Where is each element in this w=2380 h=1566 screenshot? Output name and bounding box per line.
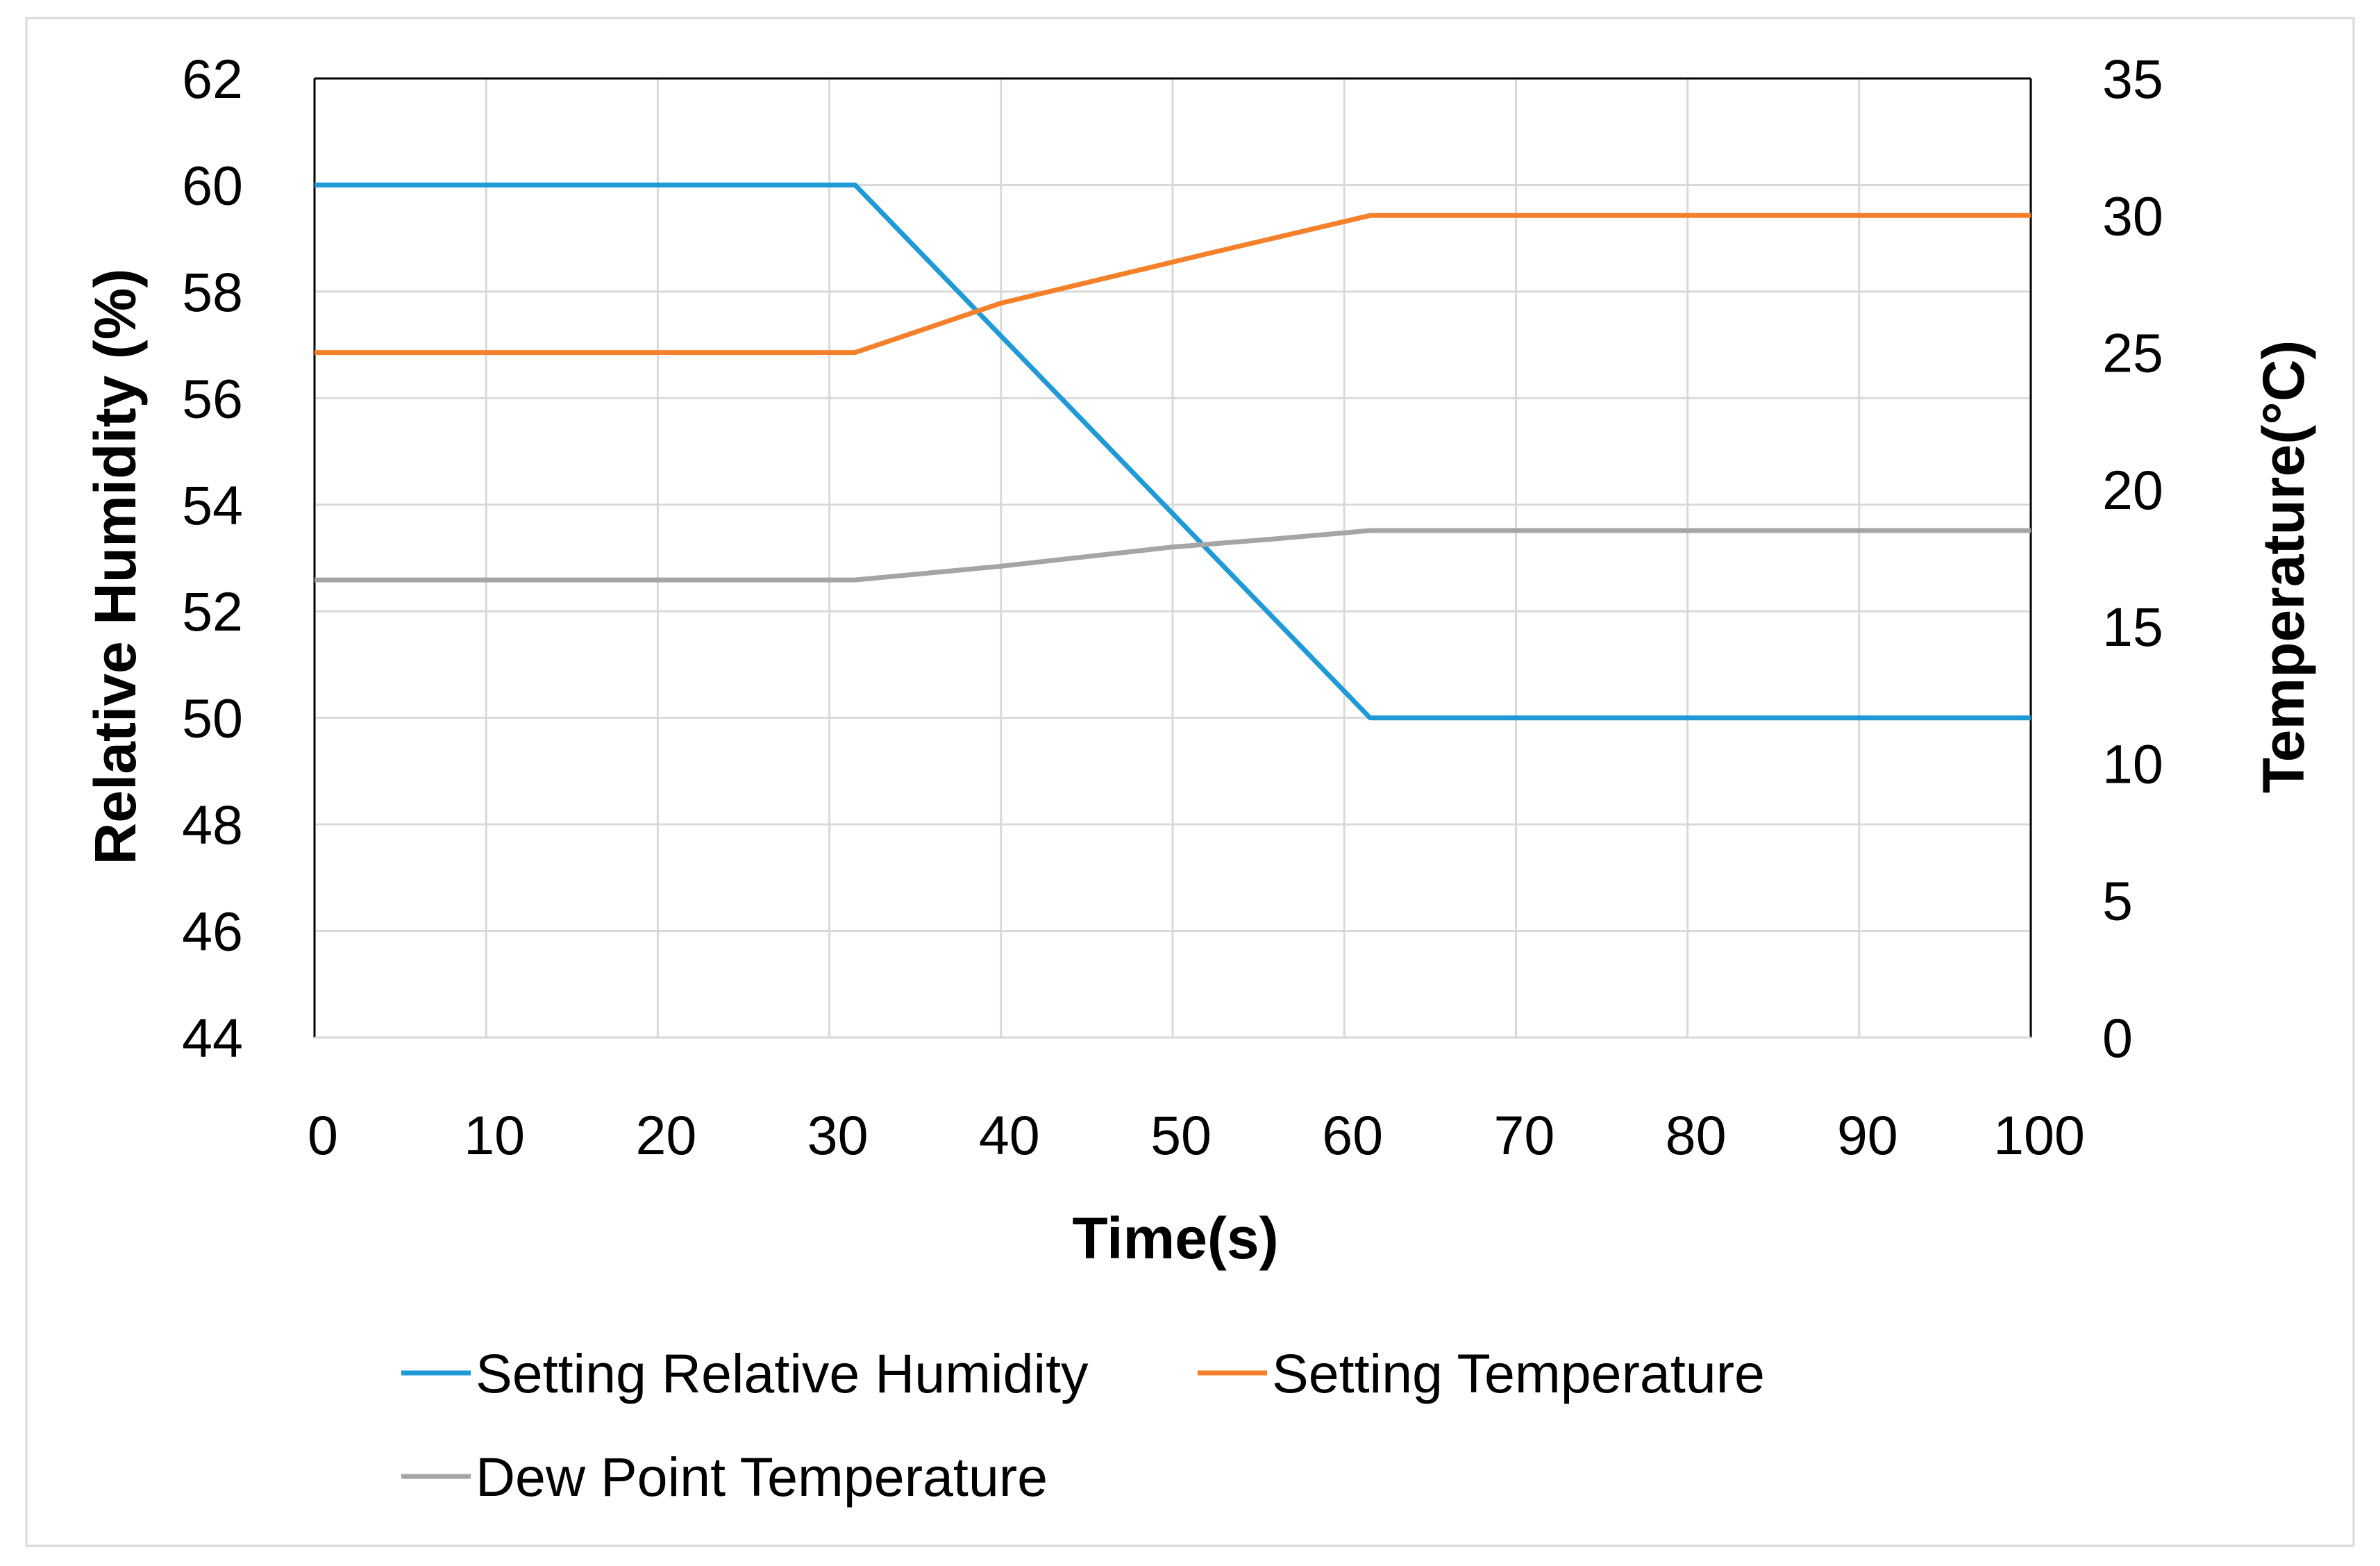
y2-tick-label: 5 (2102, 870, 2133, 932)
x-tick-label: 100 (1993, 1104, 2085, 1166)
x-tick-label: 10 (464, 1104, 525, 1166)
x-tick-label: 90 (1837, 1104, 1898, 1166)
y-tick-label: 58 (182, 261, 243, 323)
x-tick-label: 0 (308, 1104, 338, 1166)
series-lines (315, 182, 2031, 721)
y2-axis-title: Temperature(°C) (2251, 340, 2316, 794)
y2-tick-label: 35 (2102, 48, 2163, 110)
y-tick-label: 50 (182, 688, 243, 749)
y-tick-label: 46 (182, 901, 243, 963)
y2-tick-label: 10 (2102, 733, 2163, 794)
legend-label-dew-point-temperature: Dew Point Temperature (476, 1446, 1048, 1508)
x-axis-title: Time(s) (1072, 1206, 1278, 1271)
y-tick-label: 52 (182, 581, 243, 642)
axes (313, 77, 2032, 1039)
y2-tick-label: 30 (2102, 185, 2163, 247)
x-tick-label: 70 (1493, 1104, 1554, 1166)
y2-tick-label: 0 (2102, 1007, 2133, 1069)
y-axis-title: Relative Humidity (%) (83, 269, 148, 865)
x-tick-label: 30 (807, 1104, 869, 1166)
gridlines (315, 78, 2031, 1038)
y-tick-label: 44 (182, 1007, 243, 1069)
y-tick-label: 60 (182, 154, 243, 216)
x-tick-label: 80 (1666, 1104, 1727, 1166)
figure-border (25, 17, 2355, 1547)
series-line-setting-relative-humidity (315, 182, 2031, 721)
x-tick-label: 20 (635, 1104, 696, 1166)
legend: Setting Relative Humidity Setting Tempera… (401, 1342, 1765, 1508)
x-tick-label: 40 (979, 1104, 1040, 1166)
y2-tick-label: 25 (2102, 322, 2163, 384)
x-tick-label: 60 (1322, 1104, 1383, 1166)
x-tick-label: 50 (1150, 1104, 1212, 1166)
legend-label-setting-relative-humidity: Setting Relative Humidity (476, 1342, 1089, 1404)
y-tick-label: 62 (182, 48, 243, 110)
y2-tick-label: 15 (2102, 596, 2163, 658)
legend-label-setting-temperature: Setting Temperature (1272, 1342, 1765, 1404)
series-line-dew-point-temperature (315, 528, 2031, 583)
y-tick-label: 56 (182, 367, 243, 429)
series-line-setting-temperature (315, 213, 2031, 356)
y2-tick-label: 20 (2102, 459, 2163, 521)
y-tick-label: 54 (182, 474, 243, 536)
y-tick-label: 48 (182, 794, 243, 856)
